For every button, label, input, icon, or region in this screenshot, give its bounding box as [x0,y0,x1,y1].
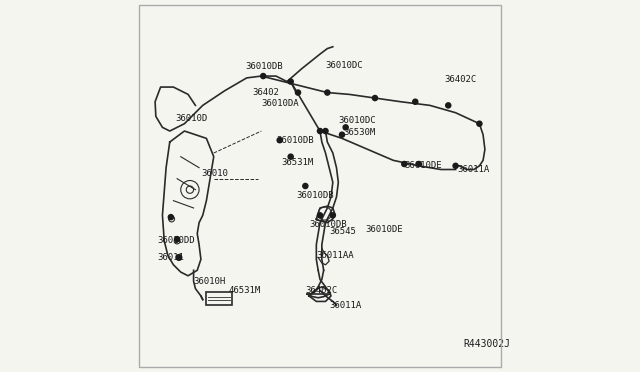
Circle shape [343,125,348,130]
Circle shape [260,74,266,78]
Text: 36010DB: 36010DB [276,136,314,145]
Text: 36010DA: 36010DA [261,99,299,108]
Circle shape [175,237,180,242]
Text: 36010DC: 36010DC [339,116,376,125]
Circle shape [303,183,308,189]
Text: 36010DB: 36010DB [296,191,334,200]
Circle shape [477,121,482,126]
Circle shape [445,103,451,108]
Circle shape [317,128,323,134]
Text: 36011: 36011 [157,253,184,262]
Text: 36010DE: 36010DE [404,161,442,170]
Circle shape [277,138,282,143]
Circle shape [323,128,328,134]
Circle shape [324,90,330,95]
Text: 36010: 36010 [201,169,228,178]
Text: 36011AA: 36011AA [316,251,354,260]
Text: 36011A: 36011A [329,301,362,310]
Circle shape [413,99,418,104]
Text: 36011A: 36011A [458,165,490,174]
Circle shape [317,213,323,218]
Text: 46531M: 46531M [228,286,260,295]
Circle shape [168,215,173,220]
Circle shape [453,163,458,169]
Text: 36545: 36545 [329,227,356,236]
Circle shape [417,161,422,167]
Circle shape [402,161,407,167]
Text: 36010DE: 36010DE [366,225,403,234]
Text: 36530M: 36530M [344,128,376,137]
Text: 36010DB: 36010DB [309,220,347,229]
Text: 36402C: 36402C [445,75,477,84]
Circle shape [288,79,293,84]
Text: 36531M: 36531M [282,158,314,167]
Circle shape [372,96,378,100]
Text: 36010H: 36010H [193,277,226,286]
Text: 36402C: 36402C [305,286,337,295]
Circle shape [330,213,335,218]
Circle shape [288,154,293,159]
Circle shape [339,132,344,137]
Text: 36010D: 36010D [175,114,207,123]
Text: 36010DD: 36010DD [157,237,195,246]
Text: 36010DB: 36010DB [245,62,282,71]
Text: 36010DC: 36010DC [326,61,363,70]
Circle shape [177,255,182,260]
Text: R443002J: R443002J [463,339,510,349]
Text: 36402: 36402 [252,88,279,97]
Bar [207,292,232,305]
Circle shape [296,90,301,95]
